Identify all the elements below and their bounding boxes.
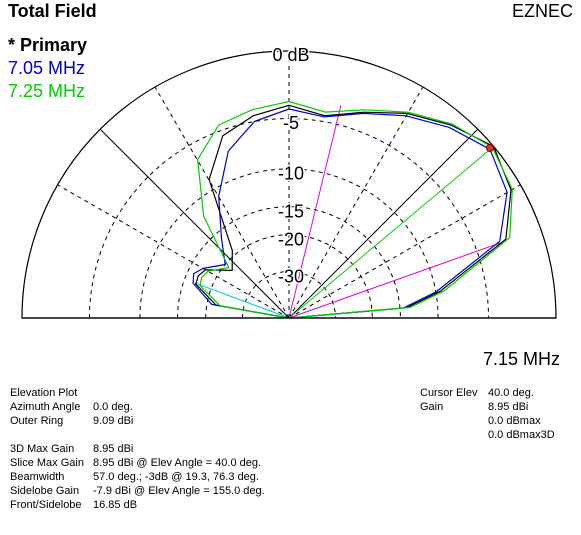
radial-line <box>57 184 290 319</box>
polar-grid <box>21 50 557 319</box>
radial-line <box>154 86 290 319</box>
beamwidth-line <box>288 242 501 319</box>
info-value: 57.0 deg.; -3dB @ 19.3, 76.3 deg. <box>93 471 259 483</box>
grid-ring <box>177 206 401 319</box>
grid-ring <box>205 234 373 319</box>
info-value: 0.0 dBmax <box>488 415 541 427</box>
radial-line <box>288 86 424 319</box>
pattern-trace <box>195 104 512 319</box>
radial-line <box>99 128 290 319</box>
grid-ring <box>242 271 336 319</box>
pattern-trace <box>197 100 513 319</box>
info-label: Azimuth Angle <box>10 401 80 413</box>
r-tick-label: -5 <box>283 113 299 133</box>
brand: EZNEC <box>512 1 573 21</box>
info-label: Beamwidth <box>10 471 64 483</box>
radial-line <box>288 128 479 319</box>
info-label: Slice Max Gain <box>10 457 84 469</box>
cursor <box>486 144 494 152</box>
info-label: Front/Sidelobe <box>10 499 82 511</box>
info-value: 16.85 dB <box>93 499 137 511</box>
traces <box>192 100 513 319</box>
sidelobe-line <box>194 282 290 319</box>
info-value: 8.95 dBi <box>93 443 133 455</box>
info-label: Gain <box>420 401 443 413</box>
info-value: 8.95 dBi @ Elev Angle = 40.0 deg. <box>93 457 261 469</box>
beamwidth-line <box>288 104 342 319</box>
legend-entry: * Primary <box>8 35 87 55</box>
radial-line <box>288 184 521 319</box>
r-tick-label: -15 <box>278 201 304 221</box>
info-label: Elevation Plot <box>10 387 77 399</box>
info-value: 40.0 deg. <box>488 387 534 399</box>
info-label: Cursor Elev <box>420 387 478 399</box>
legend-entry: 7.05 MHz <box>8 58 85 78</box>
outer-ring <box>21 50 557 319</box>
legend: * Primary 7.05 MHz 7.25 MHz <box>8 35 87 101</box>
r-tick-label: -30 <box>278 266 304 286</box>
info-label: Outer Ring <box>10 415 63 427</box>
grid-ring <box>139 168 439 319</box>
grid-ring <box>88 118 490 319</box>
info-value: 9.09 dBi <box>93 415 133 427</box>
info-value: -7.9 dBi @ Elev Angle = 155.0 deg. <box>93 485 265 497</box>
chart-title: Total Field <box>8 1 97 21</box>
max-gain-line <box>288 146 494 319</box>
legend-entry: 7.25 MHz <box>8 81 85 101</box>
pattern-trace <box>192 108 508 319</box>
info-value: 0.0 deg. <box>93 401 133 413</box>
frequency: 7.15 MHz <box>483 349 560 369</box>
r-tick-label: 0 dB <box>272 45 309 65</box>
r-tick-label: -20 <box>278 229 304 249</box>
info-panel: Elevation Plot Azimuth Angle 0.0 deg. Outer… <box>10 387 555 511</box>
info-label: 3D Max Gain <box>10 443 74 455</box>
r-tick-label: -10 <box>278 164 304 184</box>
info-label: Sidelobe Gain <box>10 485 79 497</box>
info-value: 8.95 dBi <box>488 401 528 413</box>
info-value: 0.0 dBmax3D <box>488 429 555 441</box>
